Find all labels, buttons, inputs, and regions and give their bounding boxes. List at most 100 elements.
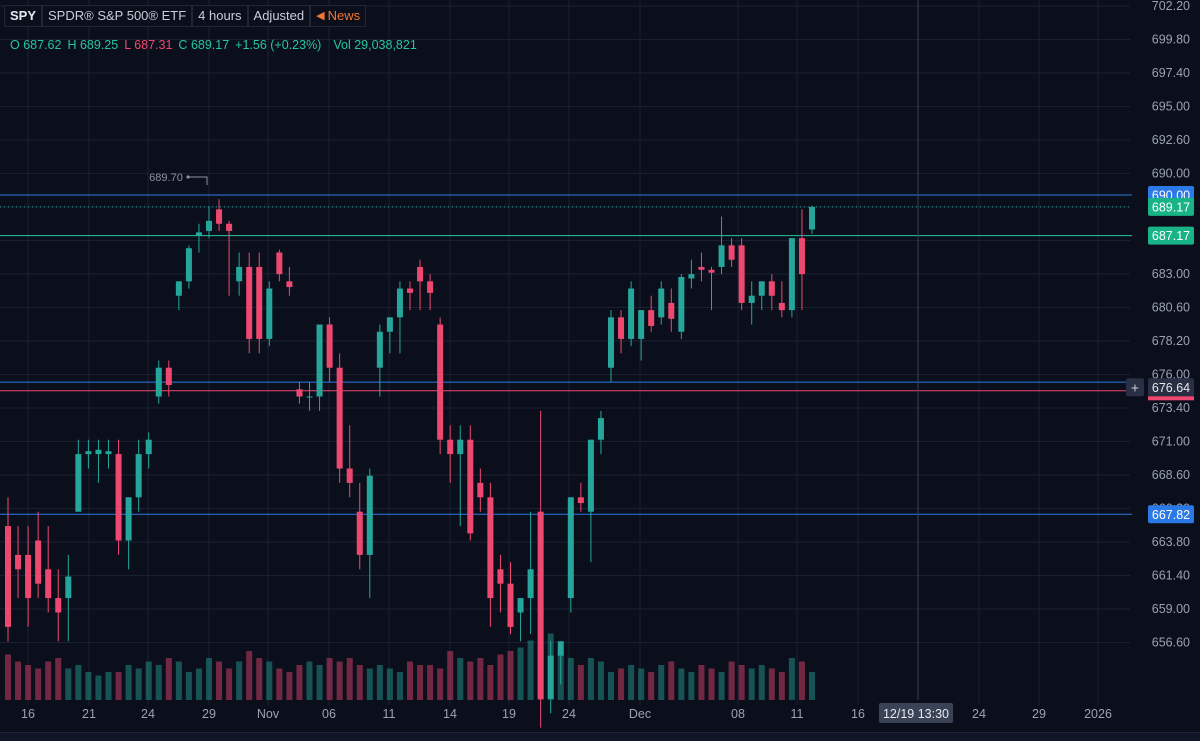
candle-body[interactable] bbox=[95, 449, 102, 455]
candle-body[interactable] bbox=[145, 439, 152, 455]
candle-body[interactable] bbox=[698, 266, 705, 270]
candle-body[interactable] bbox=[527, 569, 534, 599]
instrument-name[interactable]: SPDR® S&P 500® ETF bbox=[42, 5, 193, 27]
candle-body[interactable] bbox=[296, 389, 303, 397]
candle-body[interactable] bbox=[678, 277, 685, 332]
candle-body[interactable] bbox=[768, 281, 775, 296]
candle-body[interactable] bbox=[175, 281, 182, 296]
news-button[interactable]: ◀ News bbox=[310, 5, 367, 27]
candle-body[interactable] bbox=[286, 281, 293, 288]
candle-body[interactable] bbox=[487, 497, 494, 599]
candle-body[interactable] bbox=[547, 655, 554, 699]
candle-body[interactable] bbox=[326, 324, 333, 368]
candle-body[interactable] bbox=[346, 468, 353, 483]
volume-bar bbox=[25, 665, 32, 700]
candle-body[interactable] bbox=[216, 209, 223, 224]
candle-body[interactable] bbox=[427, 281, 434, 293]
candle-body[interactable] bbox=[618, 317, 625, 339]
candle-body[interactable] bbox=[25, 554, 32, 599]
candle-body[interactable] bbox=[155, 367, 162, 397]
candle-body[interactable] bbox=[316, 324, 323, 397]
candle-body[interactable] bbox=[45, 569, 52, 599]
candle-body[interactable] bbox=[15, 554, 22, 570]
candle-body[interactable] bbox=[638, 310, 645, 339]
candle-body[interactable] bbox=[537, 511, 544, 699]
candle-body[interactable] bbox=[336, 367, 343, 469]
candle-body[interactable] bbox=[306, 396, 313, 398]
candle-body[interactable] bbox=[75, 454, 82, 512]
candle-body[interactable] bbox=[708, 269, 715, 273]
candle-body[interactable] bbox=[135, 454, 142, 498]
candle-body[interactable] bbox=[185, 248, 192, 282]
symbol-label[interactable]: SPY bbox=[4, 5, 43, 27]
candle-body[interactable] bbox=[407, 288, 413, 293]
volume-bar bbox=[105, 672, 112, 700]
candle-body[interactable] bbox=[798, 238, 805, 275]
candle-body[interactable] bbox=[788, 238, 795, 311]
candle-body[interactable] bbox=[507, 583, 514, 627]
candle-body[interactable] bbox=[748, 295, 755, 303]
candle-body[interactable] bbox=[5, 526, 11, 627]
candle-body[interactable] bbox=[356, 511, 363, 555]
price-tag-last-bg[interactable] bbox=[1148, 197, 1194, 216]
candle-body[interactable] bbox=[437, 324, 444, 440]
candle-body[interactable] bbox=[125, 497, 132, 541]
candle-body[interactable] bbox=[276, 252, 283, 275]
candle-body[interactable] bbox=[587, 439, 594, 512]
candle-body[interactable] bbox=[597, 418, 604, 440]
candle-body[interactable] bbox=[517, 598, 524, 613]
candle-body[interactable] bbox=[266, 288, 273, 339]
candle-body[interactable] bbox=[778, 302, 785, 311]
candle-body[interactable] bbox=[758, 281, 765, 296]
horizontal-lines[interactable] bbox=[0, 194, 1135, 515]
candle-body[interactable] bbox=[376, 331, 383, 368]
candle-body[interactable] bbox=[467, 439, 474, 534]
candle-body[interactable] bbox=[447, 439, 454, 455]
candle-body[interactable] bbox=[165, 367, 172, 385]
candle-body[interactable] bbox=[809, 206, 815, 230]
candle-body[interactable] bbox=[396, 288, 403, 318]
candle-body[interactable] bbox=[567, 497, 574, 599]
candle-body[interactable] bbox=[738, 245, 745, 303]
volume-bar bbox=[155, 665, 162, 700]
candle-body[interactable] bbox=[115, 454, 122, 541]
candle-body[interactable] bbox=[366, 475, 373, 555]
candle-body[interactable] bbox=[497, 569, 504, 584]
candle-body[interactable] bbox=[668, 302, 675, 319]
candle-body[interactable] bbox=[718, 245, 725, 267]
adjusted-label[interactable]: Adjusted bbox=[247, 5, 311, 27]
price-tag-green-line-bg[interactable] bbox=[1148, 226, 1194, 245]
candle-body[interactable] bbox=[628, 288, 635, 339]
candle-body[interactable] bbox=[386, 317, 393, 332]
candle-body[interactable] bbox=[35, 540, 42, 584]
candle-body[interactable] bbox=[105, 451, 112, 455]
bottom-toolbar[interactable] bbox=[0, 732, 1200, 741]
candle-body[interactable] bbox=[236, 266, 243, 282]
candle-body[interactable] bbox=[246, 266, 253, 339]
candle-body[interactable] bbox=[85, 451, 92, 455]
candle-body[interactable] bbox=[457, 439, 464, 455]
candle-body[interactable] bbox=[256, 266, 263, 339]
interval-label[interactable]: 4 hours bbox=[192, 5, 248, 27]
candle-body[interactable] bbox=[728, 245, 735, 260]
price-tag-last: 689.17 bbox=[1152, 200, 1190, 214]
price-axis[interactable]: 702.20 699.80 697.40 695.00 692.60 690.00 687.… bbox=[1126, 0, 1200, 705]
price-tag-blue-line-bg[interactable] bbox=[1148, 505, 1194, 524]
candle-body[interactable] bbox=[195, 232, 202, 236]
candle-body[interactable] bbox=[658, 288, 665, 318]
candle-body[interactable] bbox=[55, 598, 62, 613]
add-alert-button[interactable] bbox=[1126, 378, 1144, 397]
candle-body[interactable] bbox=[477, 482, 484, 498]
candle-body[interactable] bbox=[226, 223, 233, 231]
candles[interactable] bbox=[5, 199, 815, 728]
candle-body[interactable] bbox=[206, 220, 212, 231]
candle-body[interactable] bbox=[577, 497, 584, 504]
candle-body[interactable] bbox=[417, 266, 424, 282]
candle-body[interactable] bbox=[557, 641, 564, 656]
candle-body[interactable] bbox=[608, 317, 614, 368]
candle-body[interactable] bbox=[65, 576, 72, 599]
candle-body[interactable] bbox=[648, 310, 655, 326]
time-axis[interactable]: 16 21 24 29 Nov 06 11 14 19 24 Dec 08 11 16 24 29 2026 12… bbox=[21, 703, 1112, 723]
candle-body[interactable] bbox=[688, 274, 695, 279]
